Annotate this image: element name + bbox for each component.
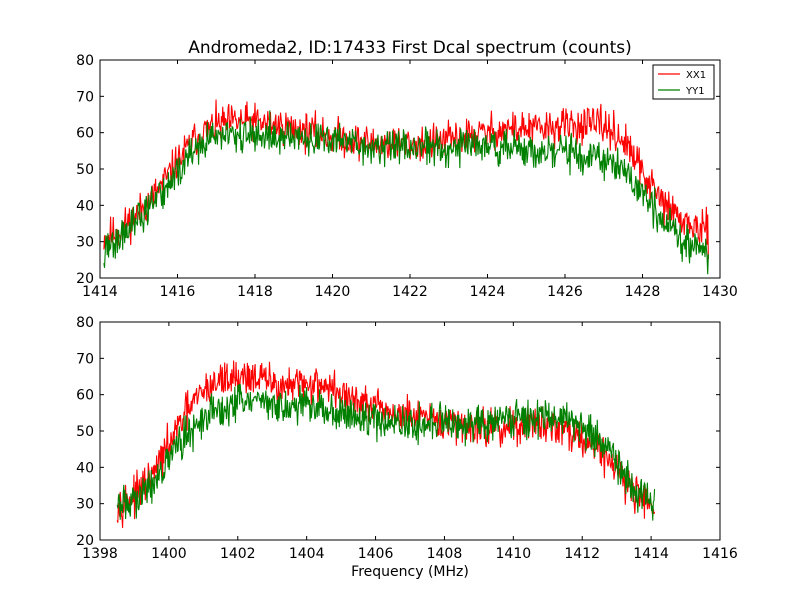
y-tick-label: 20	[76, 271, 94, 287]
x-tick-label: 1422	[392, 284, 428, 300]
legend-box	[652, 64, 715, 100]
x-tick-label: 1412	[564, 546, 600, 562]
y-tick-label: 50	[76, 424, 94, 440]
x-tick-label: 1404	[289, 546, 325, 562]
y-tick-label: 60	[76, 388, 94, 404]
y-tick-label: 70	[76, 89, 94, 105]
series-line-xx1	[116, 360, 656, 528]
bottom-spectrum-axes: 1398 1400 1402 1404 1406 1408 1410 1412 1414 1416…	[76, 315, 738, 562]
top-spectrum-axes: 1414 1416 1418 1420 1422 1424 1426 1428 1430 20 30…	[76, 53, 738, 300]
x-tick-label: 1414	[82, 284, 118, 300]
y-tick-label: 40	[76, 198, 94, 214]
x-tick-label: 1418	[237, 284, 273, 300]
x-tick-label: 1414	[633, 546, 669, 562]
legend: XX1 YY1	[652, 64, 715, 100]
legend-label-yy1: YY1	[685, 86, 705, 97]
x-tick-label: 1430	[702, 284, 738, 300]
y-tick-label: 20	[76, 533, 94, 549]
series-line-yy1	[116, 383, 656, 521]
x-tick-label: 1416	[160, 284, 196, 300]
x-tick-label: 1424	[470, 284, 506, 300]
x-tick-label: 1408	[427, 546, 463, 562]
y-tick-label: 30	[76, 497, 94, 513]
x-tick-label: 1428	[625, 284, 661, 300]
x-axis-label: Frequency (MHz)	[351, 564, 469, 580]
y-tick-label: 80	[76, 315, 94, 331]
x-tick-label: 1416	[702, 546, 738, 562]
y-tick-label: 70	[76, 351, 94, 367]
y-tick-label: 50	[76, 162, 94, 178]
chart-title: Andromeda2, ID:17433 First Dcal spectrum…	[188, 38, 631, 58]
y-tick-label: 40	[76, 460, 94, 476]
series-line-xx1	[103, 99, 709, 260]
x-tick-label: 1398	[82, 546, 118, 562]
x-tick-label: 1410	[496, 546, 532, 562]
series-line-yy1	[103, 110, 709, 275]
x-tick-label: 1402	[220, 546, 256, 562]
y-tick-label: 30	[76, 235, 94, 251]
x-tick-label: 1406	[358, 546, 394, 562]
y-tick-label: 60	[76, 126, 94, 142]
legend-label-xx1: XX1	[686, 70, 706, 81]
x-tick-label: 1420	[315, 284, 351, 300]
x-tick-label: 1400	[151, 546, 187, 562]
x-tick-label: 1426	[547, 284, 583, 300]
y-tick-label: 80	[76, 53, 94, 69]
